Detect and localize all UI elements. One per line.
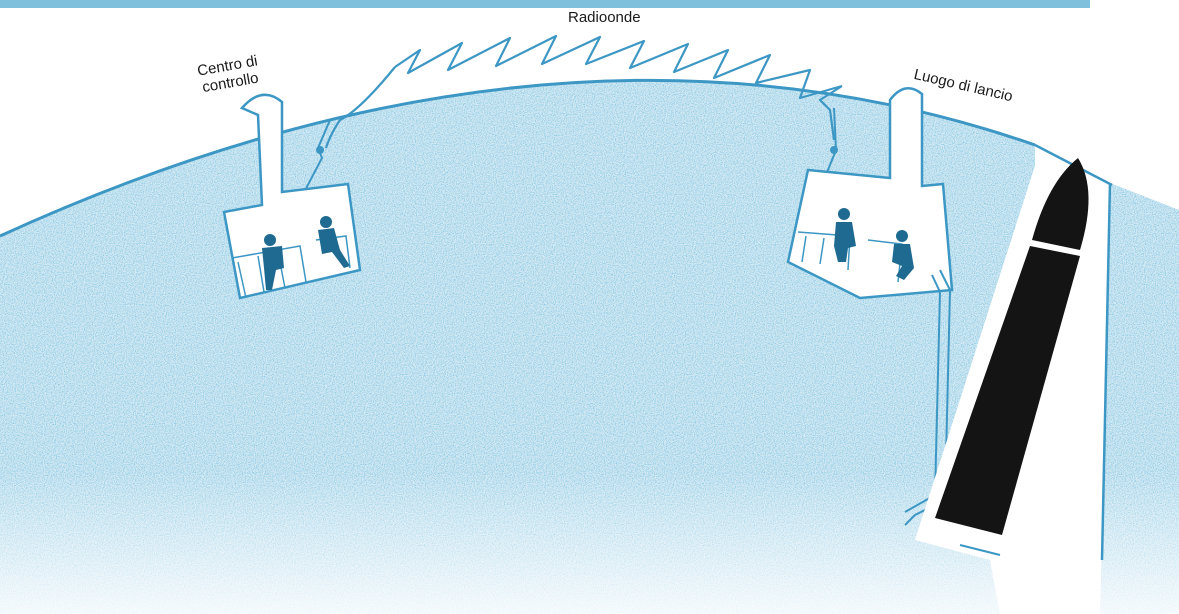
operator-figure-1 xyxy=(262,234,284,290)
radio-waves xyxy=(324,34,843,149)
missile-rocket xyxy=(935,158,1089,535)
control-center-bunker xyxy=(222,93,362,300)
operator-figure-2 xyxy=(318,216,350,268)
launch-site-bunker xyxy=(786,87,954,526)
operator-figure-3 xyxy=(834,208,856,262)
top-strip xyxy=(0,0,1090,8)
antenna-node-right xyxy=(830,146,838,154)
antenna-node-left xyxy=(316,146,324,154)
radio-waves-label: Radioonde xyxy=(568,9,641,26)
operator-figure-4 xyxy=(892,230,914,280)
